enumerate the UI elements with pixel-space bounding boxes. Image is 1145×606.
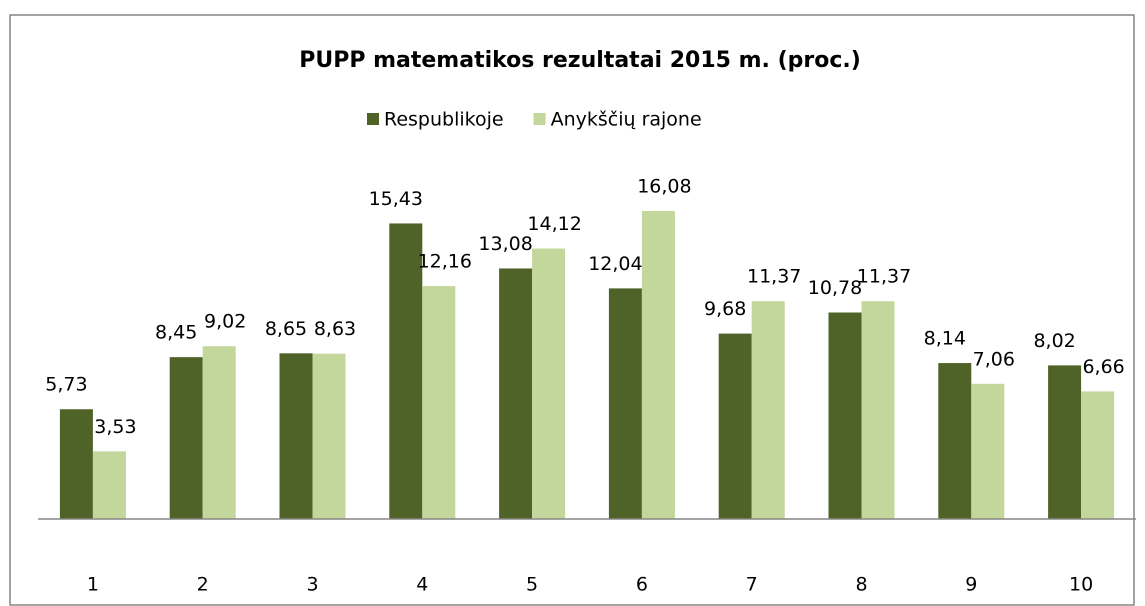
- value-label: 9,68: [704, 298, 746, 320]
- x-tick-label: 4: [416, 574, 428, 596]
- x-tick-label: 10: [1069, 574, 1093, 596]
- bar: [751, 301, 785, 519]
- value-label: 9,02: [204, 311, 246, 333]
- value-label: 8,14: [924, 328, 966, 350]
- bar: [59, 409, 93, 519]
- chart-title: PUPP matematikos rezultatai 2015 m. (pro…: [299, 48, 861, 73]
- bar: [499, 268, 533, 519]
- bar: [608, 288, 642, 519]
- bar: [1048, 365, 1082, 519]
- bar: [828, 312, 862, 519]
- x-tick-label: 7: [746, 574, 758, 596]
- bar: [92, 451, 126, 519]
- x-tick-label: 9: [965, 574, 977, 596]
- value-label: 12,04: [588, 253, 642, 275]
- bar: [1081, 391, 1115, 519]
- value-label: 10,78: [808, 277, 862, 299]
- value-label: 14,12: [527, 213, 581, 235]
- x-tick-label: 3: [306, 574, 318, 596]
- bar: [279, 353, 313, 519]
- bar: [422, 286, 456, 519]
- value-label: 6,66: [1082, 356, 1124, 378]
- value-label: 8,45: [155, 322, 197, 344]
- bar: [202, 346, 236, 519]
- x-tick-label: 1: [87, 574, 99, 596]
- bar: [718, 333, 752, 519]
- value-label: 8,02: [1033, 330, 1075, 352]
- legend-swatch: [367, 113, 379, 125]
- bar: [312, 353, 346, 519]
- bar: [971, 383, 1005, 519]
- value-label: 7,06: [973, 348, 1015, 370]
- x-tick-label: 8: [855, 574, 867, 596]
- x-tick-label: 5: [526, 574, 538, 596]
- bar: [641, 211, 675, 519]
- value-label: 13,08: [478, 233, 532, 255]
- value-label: 11,37: [747, 266, 801, 288]
- legend-label: Anykščių rajone: [551, 109, 702, 131]
- x-tick-label: 6: [636, 574, 648, 596]
- value-label: 8,65: [265, 318, 307, 340]
- value-label: 12,16: [418, 251, 472, 273]
- legend-swatch: [533, 113, 546, 125]
- bar: [389, 223, 423, 519]
- value-label: 8,63: [314, 318, 356, 340]
- value-label: 3,53: [94, 416, 136, 438]
- value-label: 11,37: [857, 266, 911, 288]
- value-label: 16,08: [637, 176, 691, 198]
- bar: [938, 363, 972, 519]
- bar: [532, 248, 566, 519]
- value-label: 5,73: [45, 374, 87, 396]
- bar: [861, 301, 895, 519]
- value-label: 15,43: [369, 188, 423, 210]
- legend-label: Respublikoje: [384, 109, 504, 131]
- bar: [169, 357, 203, 519]
- x-tick-label: 2: [197, 574, 209, 596]
